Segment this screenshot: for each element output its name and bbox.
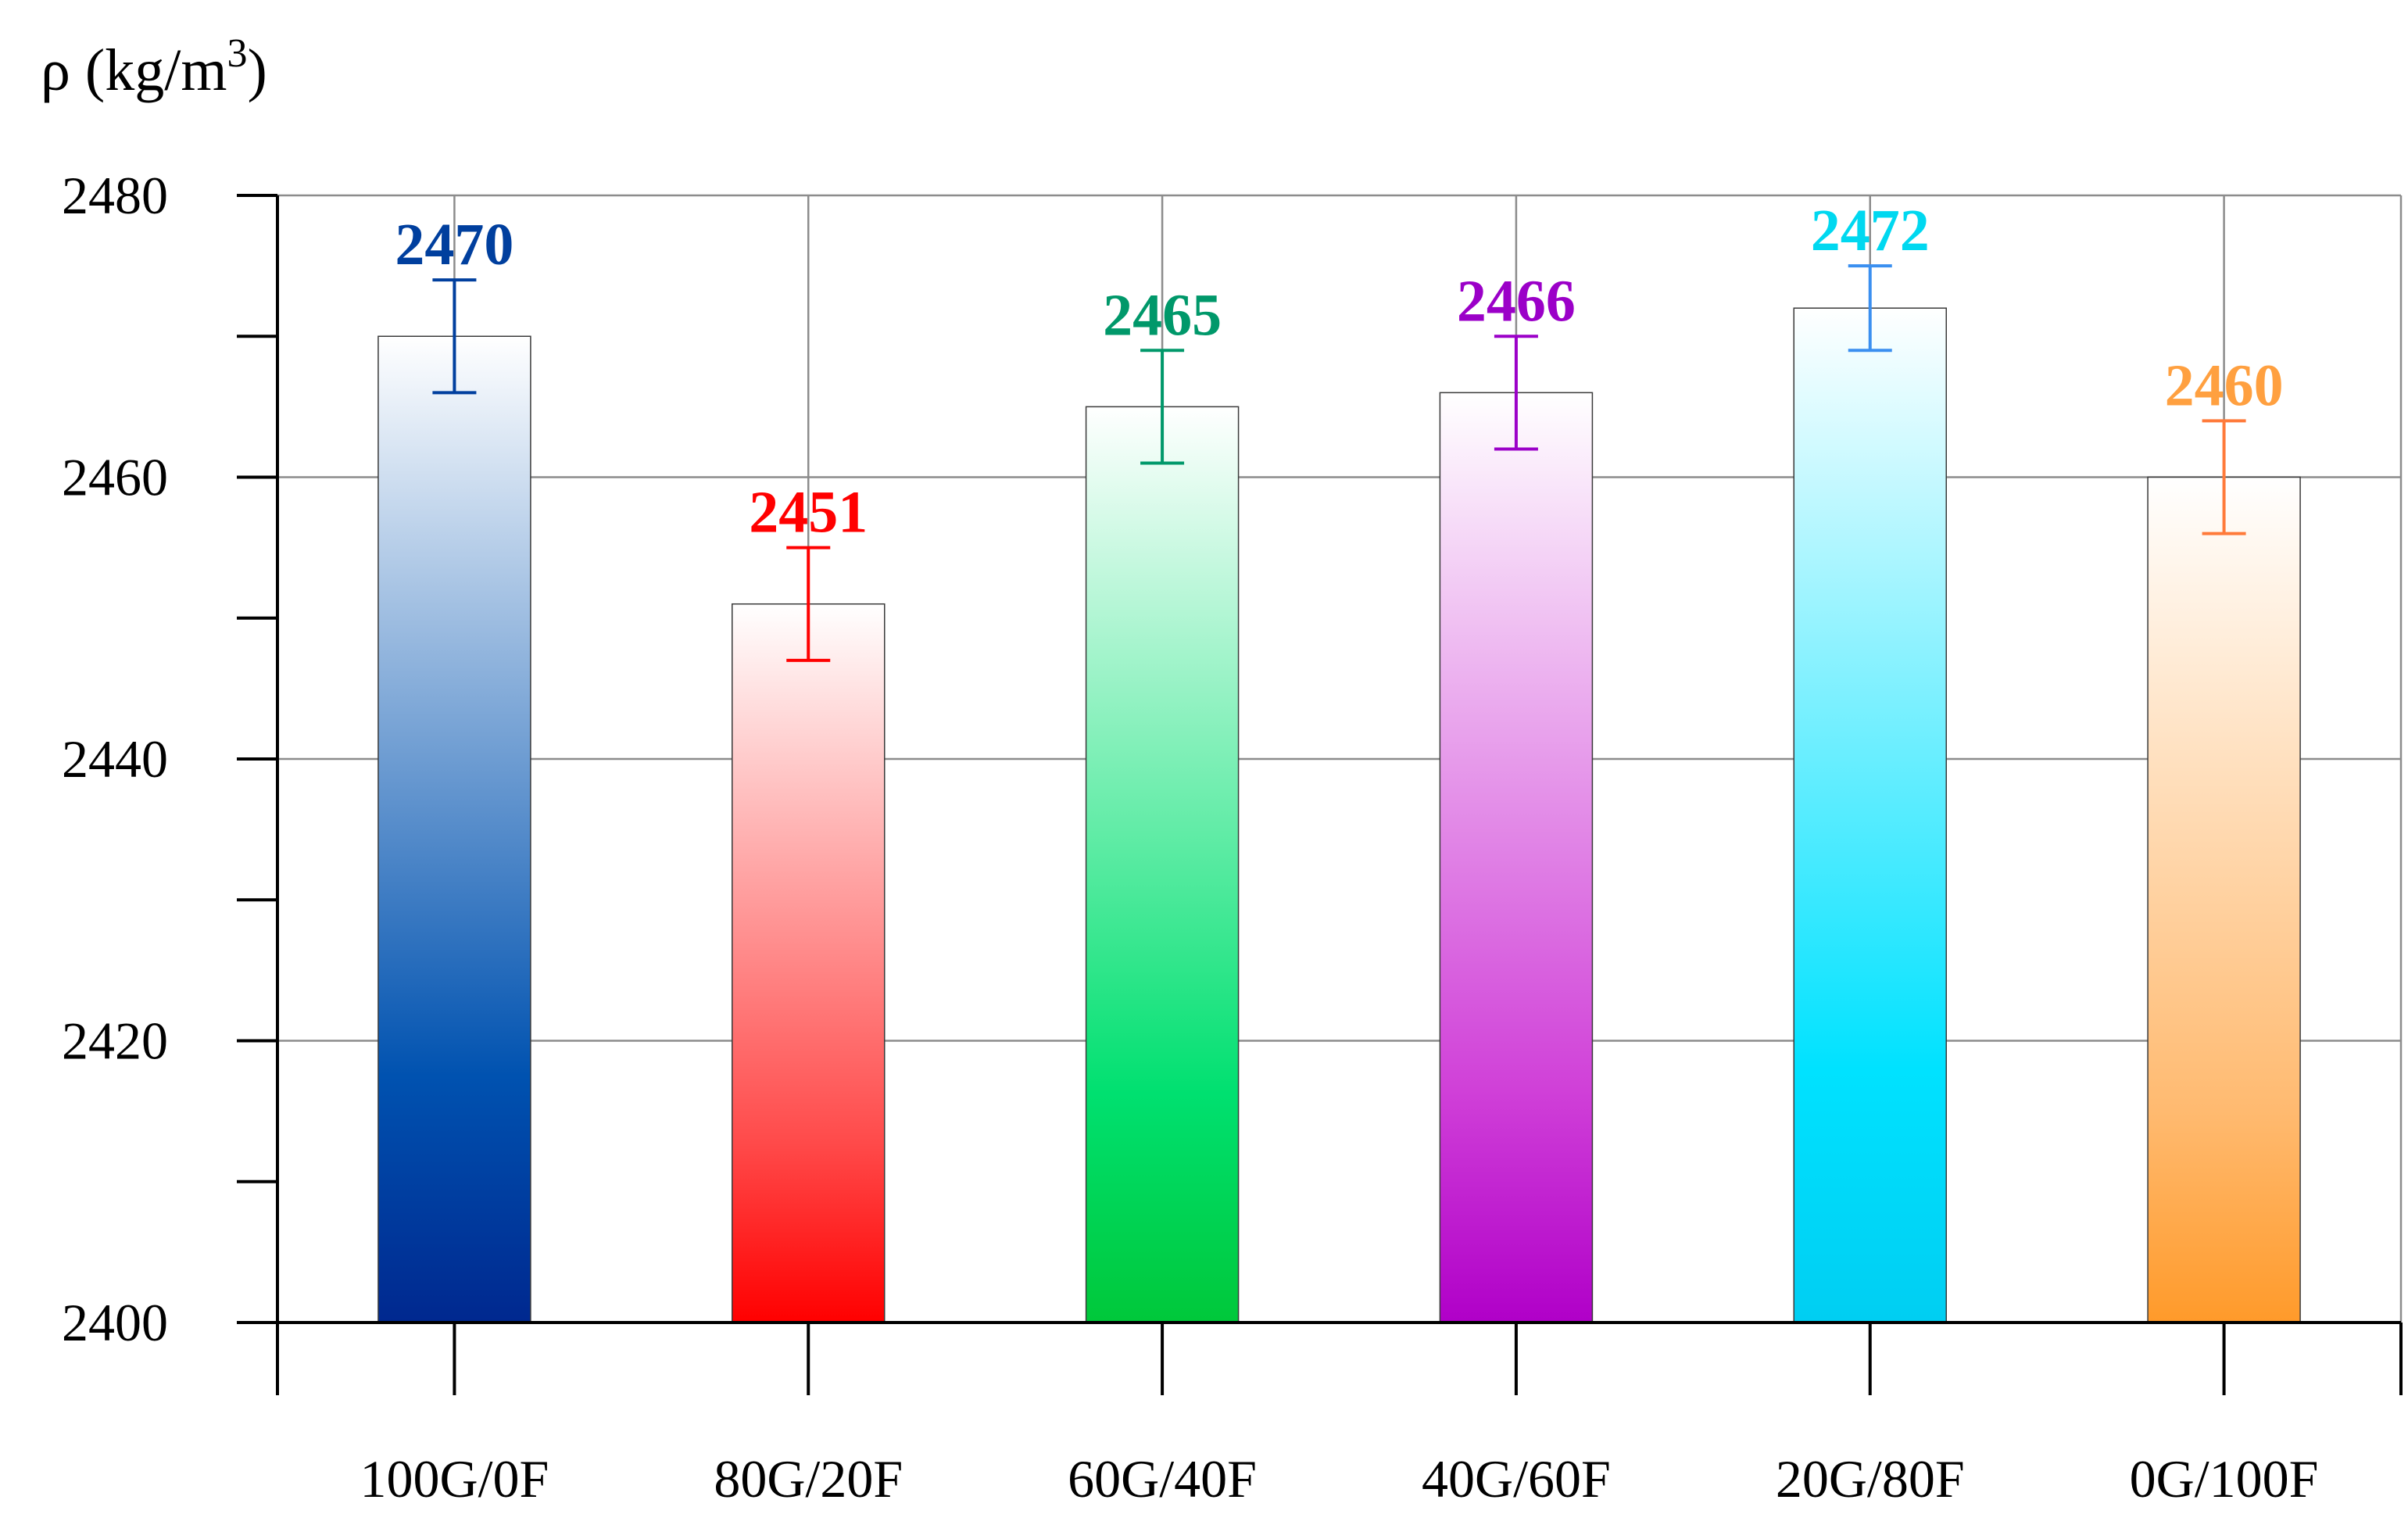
data-label: 2465	[1103, 282, 1222, 348]
grid	[277, 194, 2403, 1323]
y-axis-label-main: ρ (kg/m	[41, 38, 227, 103]
data-label: 2466	[1457, 268, 1576, 334]
x-tick-label: 100G/0F	[360, 1449, 549, 1509]
x-tick-label: 80G/20F	[714, 1449, 903, 1509]
y-axis-label-close: )	[247, 38, 267, 103]
y-tick-label: 2480	[62, 166, 168, 225]
y-tick-label: 2440	[62, 729, 168, 789]
bar	[732, 603, 886, 1323]
data-label: 2460	[2165, 353, 2284, 418]
bar	[1439, 392, 1594, 1323]
data-label: 2470	[395, 212, 513, 277]
y-axis-label: ρ (kg/m3)	[41, 31, 267, 103]
x-tick-label: 40G/60F	[1422, 1449, 1611, 1509]
labels: 2470 100G/0F 2451 80G/20F 2465 60G/40F 2466 40G…	[62, 166, 2318, 1509]
bar	[2147, 476, 2301, 1323]
y-tick-label: 2400	[62, 1293, 168, 1352]
y-tick-label: 2460	[62, 448, 168, 507]
bar	[1085, 406, 1240, 1323]
x-tick-label: 60G/40F	[1068, 1449, 1257, 1509]
bar	[377, 335, 531, 1323]
x-tick-label: 0G/100F	[2130, 1449, 2319, 1509]
axes	[237, 194, 2403, 1395]
bar	[1793, 307, 1947, 1323]
y-tick-label: 2420	[62, 1011, 168, 1071]
x-tick-label: 20G/80F	[1776, 1449, 1965, 1509]
data-label: 2472	[1811, 198, 1930, 263]
bars	[377, 264, 2301, 1323]
y-axis-label-superscript: 3	[227, 31, 247, 76]
data-label: 2451	[749, 480, 868, 546]
